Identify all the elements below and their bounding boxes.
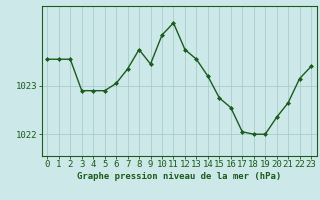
X-axis label: Graphe pression niveau de la mer (hPa): Graphe pression niveau de la mer (hPa): [77, 172, 281, 181]
